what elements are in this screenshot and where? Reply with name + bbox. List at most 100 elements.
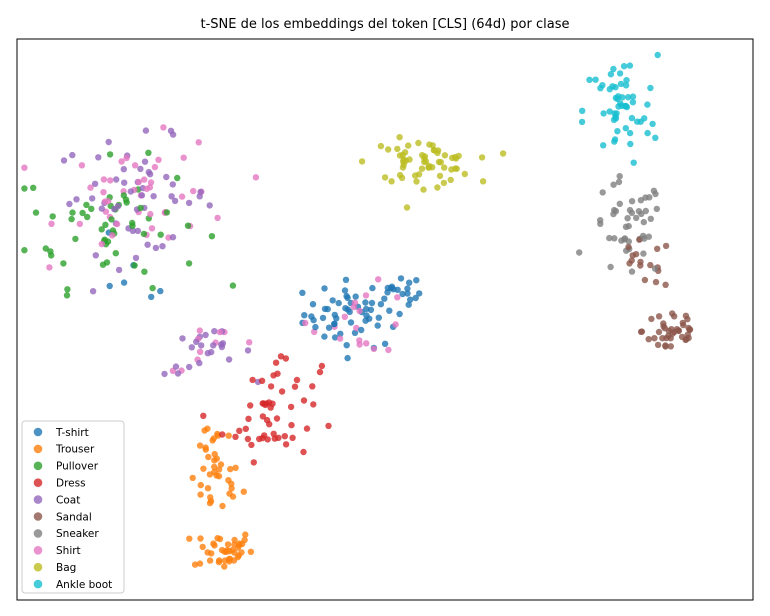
data-point (244, 347, 252, 354)
data-point (413, 277, 420, 284)
data-point (321, 305, 329, 313)
data-point (679, 319, 686, 327)
data-point (105, 198, 112, 205)
data-point (149, 284, 156, 292)
data-point (73, 196, 80, 203)
data-point (226, 490, 233, 497)
data-point (228, 485, 235, 492)
data-point (600, 110, 607, 117)
data-point (300, 448, 307, 456)
data-point (42, 245, 49, 252)
data-point (375, 314, 382, 321)
data-point (625, 94, 632, 101)
data-point (185, 199, 193, 207)
data-point (147, 179, 155, 186)
data-point (204, 425, 211, 432)
data-point (163, 209, 171, 216)
legend-label: Ankle boot (56, 579, 112, 591)
data-point (142, 127, 150, 134)
legend-marker (33, 478, 43, 488)
data-point (626, 206, 634, 214)
data-point (610, 181, 617, 188)
data-point (293, 376, 301, 384)
data-point (377, 142, 385, 150)
data-point (291, 383, 299, 390)
data-point (648, 315, 655, 323)
data-point (234, 553, 241, 561)
data-point (242, 531, 249, 538)
data-point (400, 161, 407, 168)
data-point (655, 328, 663, 336)
data-point (647, 215, 654, 222)
data-point (197, 491, 204, 498)
data-point (287, 403, 295, 411)
data-point (630, 159, 637, 166)
data-point (232, 433, 239, 440)
data-point (447, 176, 454, 184)
data-point (155, 156, 162, 163)
data-point (219, 502, 226, 510)
data-point (224, 541, 232, 548)
data-point (682, 336, 689, 344)
data-point (179, 335, 186, 342)
legend-marker (33, 444, 43, 454)
data-point (684, 331, 691, 338)
data-point (394, 294, 401, 301)
data-point (661, 325, 668, 332)
data-point (109, 232, 116, 239)
data-point (150, 193, 157, 200)
data-point (106, 282, 113, 290)
data-point (331, 334, 339, 341)
data-point (396, 310, 403, 318)
data-point (221, 563, 228, 570)
data-point (21, 164, 28, 171)
data-point (271, 435, 278, 442)
data-point (310, 401, 317, 408)
data-point (229, 282, 237, 289)
data-point (289, 434, 296, 441)
data-point (98, 240, 106, 248)
data-point (163, 173, 170, 181)
data-point (341, 287, 349, 294)
data-point (404, 290, 411, 297)
data-point (231, 536, 238, 544)
data-point (227, 465, 234, 473)
data-point (479, 178, 487, 185)
legend-label: Coat (56, 494, 80, 506)
legend: T-shirt Trouser Pullover Dress Coat Sandal Sne… (21, 420, 125, 594)
legend-box (21, 420, 125, 594)
data-point (405, 142, 412, 149)
data-point (63, 292, 71, 299)
data-point (236, 427, 243, 434)
legend-label: Dress (56, 478, 86, 490)
data-point (612, 94, 620, 102)
data-point (186, 363, 193, 371)
data-point (418, 165, 426, 172)
legend-marker (33, 529, 43, 538)
data-point (413, 178, 420, 185)
data-point (137, 165, 144, 173)
data-point (499, 150, 507, 157)
data-point (184, 222, 192, 229)
data-point (407, 296, 414, 303)
data-point (89, 195, 96, 202)
data-point (655, 313, 663, 320)
legend-marker (33, 461, 43, 471)
data-point (171, 197, 179, 205)
data-point (629, 99, 637, 106)
data-point (129, 222, 136, 229)
data-point (265, 399, 273, 406)
data-point (616, 173, 623, 180)
data-point (113, 176, 120, 183)
data-point (644, 101, 651, 108)
data-point (100, 176, 108, 183)
data-point (396, 134, 403, 141)
data-point (342, 276, 350, 283)
data-point (200, 412, 207, 419)
data-point (272, 359, 280, 366)
data-point (412, 172, 419, 179)
data-point (384, 289, 391, 296)
data-point (189, 474, 196, 482)
data-point (89, 288, 97, 295)
data-point (64, 286, 71, 293)
